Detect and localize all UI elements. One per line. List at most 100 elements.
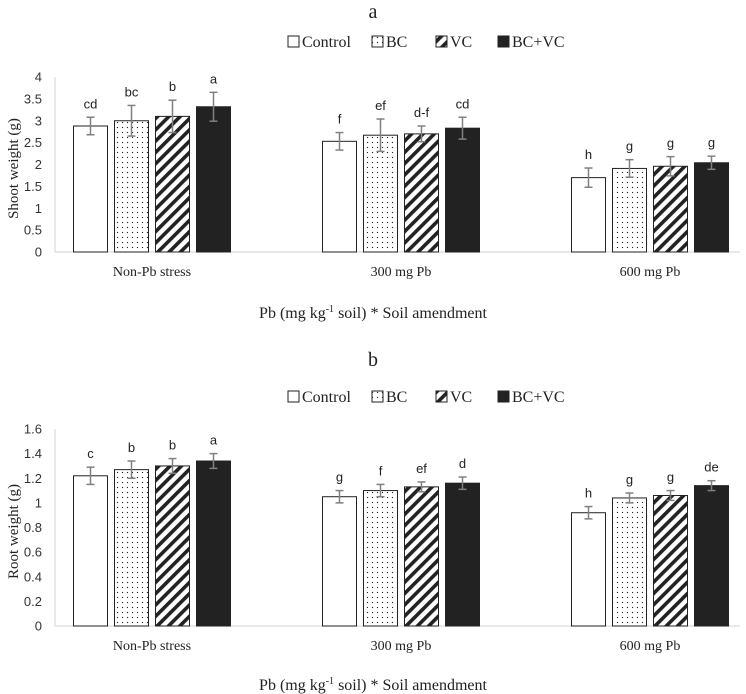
bar-bc-vc — [445, 127, 480, 253]
legend-swatch-bc — [371, 35, 384, 48]
bar-bc — [114, 469, 149, 627]
significance-label: g — [626, 472, 633, 487]
significance-label: h — [585, 147, 592, 162]
bar-vc — [653, 494, 688, 627]
bar-vc — [404, 486, 439, 627]
significance-label: cd — [456, 96, 470, 111]
legend-swatch-vc — [435, 35, 448, 48]
y-tick-label: 1.5 — [24, 179, 42, 194]
bar-control — [73, 475, 108, 627]
significance-label: ef — [416, 461, 427, 476]
chart-panel-b: b Control BC VC BC+VC 0 0.2 0.4 0.6 0.8 1 1.2 1.4 1.6… — [6, 349, 740, 694]
x-axis-title-superscript: -1 — [326, 676, 334, 687]
bar-vc — [155, 465, 190, 627]
significance-label: a — [210, 71, 218, 86]
legend: Control BC VC BC+VC — [287, 389, 565, 406]
legend-swatch-bc-vc — [497, 35, 510, 48]
legend-label: VC — [450, 389, 472, 406]
y-tick-label: 1 — [35, 495, 42, 510]
legend-label: BC+VC — [512, 34, 565, 51]
y-tick-label: 3 — [35, 113, 42, 128]
x-axis-title: Pb (mg kg-1 soil) * Soil amendment — [259, 304, 487, 322]
significance-label: h — [585, 486, 592, 501]
bar-vc — [653, 165, 688, 253]
legend-swatch-vc — [435, 390, 448, 403]
significance-label: g — [667, 136, 674, 151]
bar-bc — [612, 497, 647, 627]
bar-control — [322, 140, 357, 253]
significance-label: g — [626, 139, 633, 154]
bar-bc-vc — [445, 482, 480, 627]
x-axis-title-part: soil) * Soil amendment — [334, 677, 487, 694]
legend-swatch-control — [287, 390, 300, 403]
bar-bc — [114, 120, 149, 253]
y-tick-label: 2 — [35, 157, 42, 172]
y-tick-label: 0.5 — [24, 223, 42, 238]
significance-label: b — [169, 79, 176, 94]
bar-bc-vc — [694, 485, 729, 627]
y-tick-label: 1.4 — [24, 446, 42, 461]
y-tick-label: 0.6 — [24, 545, 42, 560]
bar-control — [322, 496, 357, 627]
legend-swatch-bc-vc — [497, 390, 510, 403]
bar-vc — [404, 133, 439, 253]
y-tick-label: 2.5 — [24, 135, 42, 150]
y-axis-title: Shoot weight (g) — [6, 118, 22, 219]
significance-label: b — [128, 440, 135, 455]
bar-control — [571, 177, 606, 253]
bar-vc — [155, 115, 190, 253]
x-axis-title-part: Pb (mg kg — [259, 677, 326, 694]
legend-label: Control — [302, 34, 351, 51]
bar-bc — [363, 490, 398, 627]
y-tick-label: 0 — [35, 619, 42, 634]
legend-label: Control — [302, 389, 351, 406]
bar-control — [73, 125, 108, 253]
y-tick-label: 1.2 — [24, 471, 42, 486]
significance-label: d-f — [414, 105, 430, 120]
x-tick-label: 300 mg Pb — [371, 265, 432, 280]
significance-label: bc — [125, 84, 139, 99]
x-axis-title-part: soil) * Soil amendment — [334, 305, 487, 322]
x-tick-label: 300 mg Pb — [371, 639, 432, 654]
x-tick-label: 600 mg Pb — [620, 639, 681, 654]
bar-bc — [363, 134, 398, 253]
legend-label: BC+VC — [512, 389, 565, 406]
x-tick-label: Non-Pb stress — [113, 265, 191, 280]
y-tick-label: 3.5 — [24, 91, 42, 106]
legend-label: VC — [450, 34, 472, 51]
x-tick-label: 600 mg Pb — [620, 265, 681, 280]
y-axis-title: Root weight (g) — [6, 484, 22, 579]
x-axis-title-superscript: -1 — [326, 304, 334, 315]
significance-label: f — [379, 463, 383, 478]
legend-label: BC — [386, 34, 407, 51]
x-tick-label: Non-Pb stress — [113, 639, 191, 654]
legend: Control BC VC BC+VC — [287, 34, 565, 51]
chart-panel-a: a Control BC VC BC+VC 0 0.5 1 1.5 2 2.5 3 3.5 4 Shoot … — [6, 1, 740, 322]
significance-label: g — [667, 470, 674, 485]
x-axis-title: Pb (mg kg-1 soil) * Soil amendment — [259, 676, 487, 694]
y-tick-label: 0 — [35, 245, 42, 260]
x-axis-title-part: Pb (mg kg — [259, 305, 326, 322]
bar-bc — [612, 167, 647, 253]
significance-label: f — [338, 112, 342, 127]
bar-bc-vc — [196, 106, 231, 253]
legend-swatch-bc — [371, 390, 384, 403]
significance-label: d — [459, 456, 466, 471]
bar-control — [571, 512, 606, 627]
significance-label: g — [708, 135, 715, 150]
significance-label: de — [704, 460, 718, 475]
significance-label: cd — [84, 96, 98, 111]
bar-bc-vc — [694, 162, 729, 253]
panel-letter: b — [368, 349, 378, 371]
y-tick-label: 0.2 — [24, 594, 42, 609]
y-tick-label: 1 — [35, 201, 42, 216]
panel-letter: a — [369, 1, 378, 23]
y-tick-label: 1.6 — [24, 422, 42, 437]
significance-label: ef — [375, 98, 386, 113]
y-tick-label: 4 — [35, 70, 42, 85]
bar-bc-vc — [196, 460, 231, 627]
significance-label: g — [336, 470, 343, 485]
legend-swatch-control — [287, 35, 300, 48]
significance-label: c — [87, 446, 94, 461]
